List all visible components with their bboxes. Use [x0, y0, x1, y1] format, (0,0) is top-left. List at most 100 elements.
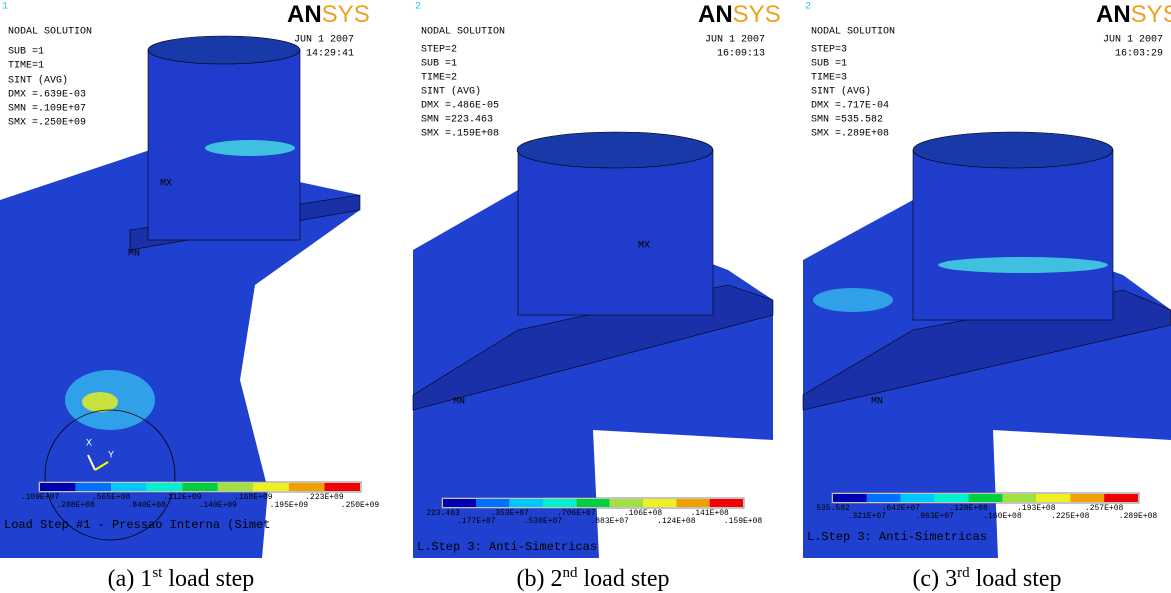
caption-sup: rd: [957, 565, 970, 581]
legend-swatch: [253, 483, 289, 491]
caption-text: load step: [578, 566, 670, 592]
legend-swatch: [324, 483, 360, 491]
logo-an: AN: [287, 1, 322, 28]
date: JUN 1 2007: [294, 35, 354, 46]
caption: (c) 3rd load step: [912, 565, 1061, 592]
legend-label: .160E+08: [983, 512, 1022, 521]
panel: 1NODAL SOLUTIONSUB =1TIME=1SINT (AVG)DMX…: [0, 1, 379, 592]
legend-swatch: [676, 499, 709, 507]
nozzle: [913, 150, 1113, 320]
legend-label: .159E+08: [724, 517, 763, 526]
caption-text: (c) 3: [912, 566, 957, 592]
window-number: 2: [415, 2, 421, 13]
caption-text: load step: [970, 566, 1062, 592]
max-marker: MX: [160, 179, 172, 190]
max-marker: MX: [638, 241, 650, 252]
caption: (a) 1st load step: [108, 565, 255, 592]
ansys-logo: ANSYS: [287, 1, 370, 28]
legend-label: 223.463: [426, 509, 460, 518]
window-number: 2: [805, 2, 811, 13]
date: JUN 1 2007: [1103, 35, 1163, 46]
stress-region: [813, 288, 893, 312]
nozzle-top: [913, 132, 1113, 168]
header-line: SINT (AVG): [811, 86, 871, 98]
header-line: TIME=2: [421, 73, 457, 84]
min-marker: MN: [871, 397, 883, 408]
legend-swatch: [610, 499, 643, 507]
legend-label: .109E+07: [21, 493, 60, 502]
header-line: TIME=1: [8, 61, 44, 72]
legend-swatch: [1036, 494, 1070, 502]
legend-swatch: [218, 483, 254, 491]
legend-label: .168E+09: [234, 493, 273, 502]
legend-swatch: [1070, 494, 1104, 502]
logo-sys: SYS: [322, 1, 370, 28]
header-line: NODAL SOLUTION: [421, 27, 505, 38]
legend-label: .195E+09: [270, 501, 309, 510]
legend-label: .223E+09: [305, 493, 344, 502]
nozzle: [518, 150, 713, 315]
window-number: 1: [2, 2, 8, 13]
nozzle-hot: [205, 140, 295, 156]
legend-swatch: [643, 499, 676, 507]
min-marker: MN: [453, 397, 465, 408]
header-line: NODAL SOLUTION: [811, 27, 895, 38]
header-line: STEP=3: [811, 45, 847, 56]
caption-text: (a) 1: [108, 566, 153, 592]
legend-label: .140E+09: [199, 501, 238, 510]
figure: 1 NODAL SOLUTION SUB =1 TIME=1 SINT (AVG) DMX…: [0, 0, 1171, 593]
stress-hot: [82, 392, 118, 412]
legend-swatch: [76, 483, 112, 491]
nozzle-top: [517, 132, 713, 168]
axis-label: X: [86, 439, 92, 450]
legend-swatch: [576, 499, 609, 507]
legend-label: .840E+08: [127, 501, 166, 510]
header-line: SMX =.250E+09: [8, 118, 86, 129]
time: 16:03:29: [1115, 49, 1163, 60]
time: 16:09:13: [717, 49, 765, 60]
legend-swatch: [111, 483, 147, 491]
legend-label: .250E+09: [341, 501, 380, 510]
legend-swatch: [1002, 494, 1036, 502]
legend-label: .565E+08: [92, 493, 131, 502]
caption-text: load step: [162, 566, 254, 592]
caption-sup: nd: [563, 565, 579, 581]
legend-swatch: [40, 483, 76, 491]
logo-an: AN: [1096, 1, 1131, 28]
legend-label: .128E+08: [949, 504, 988, 513]
header-line: SINT (AVG): [8, 75, 68, 87]
legend-label: .124E+08: [657, 517, 696, 526]
header-line: NODAL SOLUTION: [8, 27, 92, 38]
header-line: SUB =1: [421, 59, 457, 70]
footer: L.Step 3: Anti-Simetricas: [417, 540, 597, 554]
legend-label: .177E+07: [457, 517, 496, 526]
footer: L.Step 3: Anti-Simetricas: [807, 530, 987, 544]
legend-label: .530E+07: [524, 517, 563, 526]
ansys-logo: ANSYS: [698, 1, 781, 28]
caption-text: (b) 2: [517, 566, 563, 592]
legend-swatch: [833, 494, 867, 502]
logo-an: AN: [698, 1, 733, 28]
legend-label: .112E+09: [163, 493, 202, 502]
axis-label: Y: [108, 451, 114, 462]
legend-swatch: [510, 499, 543, 507]
min-marker: MN: [128, 249, 140, 260]
header-line: SMN =535.582: [811, 115, 883, 126]
legend-swatch: [443, 499, 476, 507]
header-line: TIME=3: [811, 73, 847, 84]
legend-label: 535.582: [816, 504, 850, 513]
header-line: SMX =.289E+08: [811, 129, 889, 140]
legend-swatch: [182, 483, 218, 491]
nozzle-top: [148, 36, 300, 64]
legend-label: .193E+08: [1017, 504, 1056, 513]
date: JUN 1 2007: [705, 35, 765, 46]
header-line: DMX =.639E-03: [8, 90, 86, 101]
legend-label: .883E+07: [590, 517, 629, 526]
legend-label: .225E+08: [1051, 512, 1090, 521]
header-line: SINT (AVG): [421, 86, 481, 98]
nozzle-hot: [938, 257, 1108, 273]
legend-label: .642E+07: [882, 504, 921, 513]
legend-label: .963E+07: [915, 512, 954, 521]
header-line: STEP=2: [421, 45, 457, 56]
